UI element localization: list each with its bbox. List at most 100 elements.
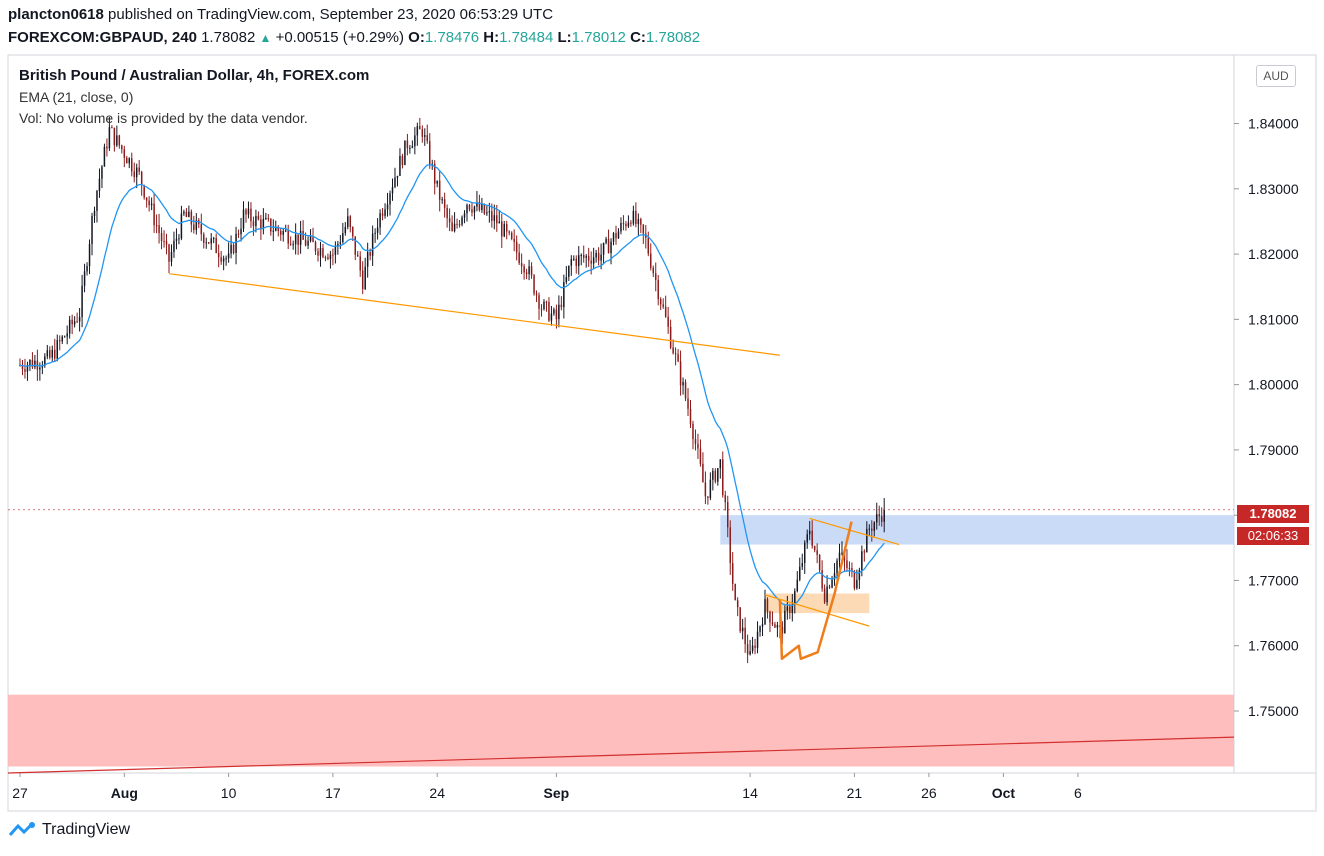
candle-body	[275, 226, 277, 231]
candle-body	[272, 230, 275, 232]
candle-body	[699, 448, 702, 464]
last-price-tag: 1.78082	[1237, 505, 1309, 523]
candle-body	[836, 560, 838, 574]
candle-body	[361, 270, 364, 290]
ema-legend[interactable]: EMA (21, close, 0)	[19, 89, 134, 105]
candle-body	[530, 266, 533, 276]
candle-body	[297, 234, 299, 245]
plot-area[interactable]	[7, 54, 1235, 774]
publish-text: published on TradingView.com, September …	[108, 6, 554, 23]
projection-path[interactable]	[778, 521, 853, 661]
candle-body	[602, 242, 605, 255]
candle-body	[309, 236, 312, 241]
x-tick-label: 26	[921, 785, 937, 801]
long-support-trendline[interactable]	[7, 736, 1235, 774]
candle-body	[126, 157, 128, 164]
candle-body	[118, 135, 121, 146]
candle-body	[44, 356, 46, 366]
time-axis[interactable]	[7, 772, 1317, 812]
candle-body	[207, 242, 210, 244]
candle-body	[791, 604, 794, 614]
ema-line[interactable]	[19, 164, 885, 607]
candle-body	[595, 252, 597, 258]
candle-body	[443, 199, 446, 208]
candle-body	[789, 606, 791, 614]
candle-body	[329, 254, 332, 259]
price-axis[interactable]	[1233, 54, 1317, 774]
candle-body	[319, 248, 322, 256]
candle-body	[131, 158, 133, 172]
descending-support-trendline[interactable]	[168, 273, 780, 356]
candle-body	[324, 257, 327, 259]
candle-body	[749, 651, 751, 655]
candle-body	[719, 459, 722, 469]
upper-channel-trendline[interactable]	[809, 517, 900, 546]
candle-body	[587, 256, 590, 261]
candle-body	[709, 479, 712, 498]
resistance-zone[interactable]	[720, 515, 1234, 545]
x-tick-label: Aug	[111, 785, 138, 801]
candle-body	[453, 223, 456, 232]
candle-body	[56, 340, 58, 359]
candle-body	[101, 166, 103, 179]
candle-body	[508, 231, 510, 233]
candle-body	[761, 624, 764, 627]
candle-body	[714, 470, 717, 482]
candle-body	[828, 586, 831, 588]
candle-body	[406, 140, 409, 149]
candle-body	[831, 579, 833, 588]
candle-body	[560, 304, 563, 308]
candle-body	[51, 349, 54, 358]
candle-body	[565, 276, 568, 283]
candle-body	[173, 240, 175, 252]
candle-body	[121, 145, 123, 150]
candle-body	[801, 562, 803, 567]
candle-body	[429, 141, 431, 166]
candle-body	[339, 242, 342, 244]
candle-body	[610, 241, 612, 254]
x-tick-label: 14	[742, 785, 758, 801]
candle-body	[659, 298, 662, 305]
candle-body	[235, 233, 237, 253]
y-tick-label: 1.82000	[1248, 246, 1299, 262]
candle-body	[848, 567, 851, 569]
candle-body	[833, 573, 836, 580]
candle-body	[563, 282, 565, 308]
candle-body	[535, 293, 538, 296]
candle-body	[826, 586, 828, 603]
accumulation-zone[interactable]	[765, 593, 870, 614]
candle-body	[635, 210, 637, 225]
candle-body	[26, 365, 29, 372]
candle-body	[396, 175, 399, 178]
candle-body	[650, 253, 652, 268]
candle-body	[158, 225, 160, 234]
candle-body	[210, 238, 212, 244]
candle-body	[379, 213, 381, 228]
candle-body	[93, 210, 96, 217]
candle-body	[369, 252, 371, 256]
falling-wedge-trendline[interactable]	[764, 594, 870, 627]
author-name[interactable]: plancton0618	[8, 6, 104, 23]
candle-body	[327, 257, 329, 259]
candle-body	[471, 209, 473, 213]
currency-badge[interactable]: AUD	[1256, 65, 1296, 87]
candle-body	[88, 244, 91, 267]
y-tick-label: 1.84000	[1248, 116, 1299, 132]
candle-body	[520, 263, 523, 267]
candle-body	[677, 354, 679, 362]
candle-body	[205, 242, 207, 244]
candle-body	[245, 209, 247, 215]
candle-body	[856, 579, 858, 589]
candle-body	[486, 212, 488, 214]
candle-body	[237, 233, 240, 235]
candle-body	[299, 230, 302, 245]
candle-body	[523, 266, 525, 273]
candle-body	[185, 211, 188, 217]
support-zone[interactable]	[8, 694, 1234, 767]
candle-body	[863, 551, 866, 553]
tradingview-footer[interactable]: TradingView	[8, 821, 130, 839]
candle-body	[262, 218, 265, 230]
candle-body	[776, 625, 779, 628]
candle-body	[312, 236, 314, 243]
